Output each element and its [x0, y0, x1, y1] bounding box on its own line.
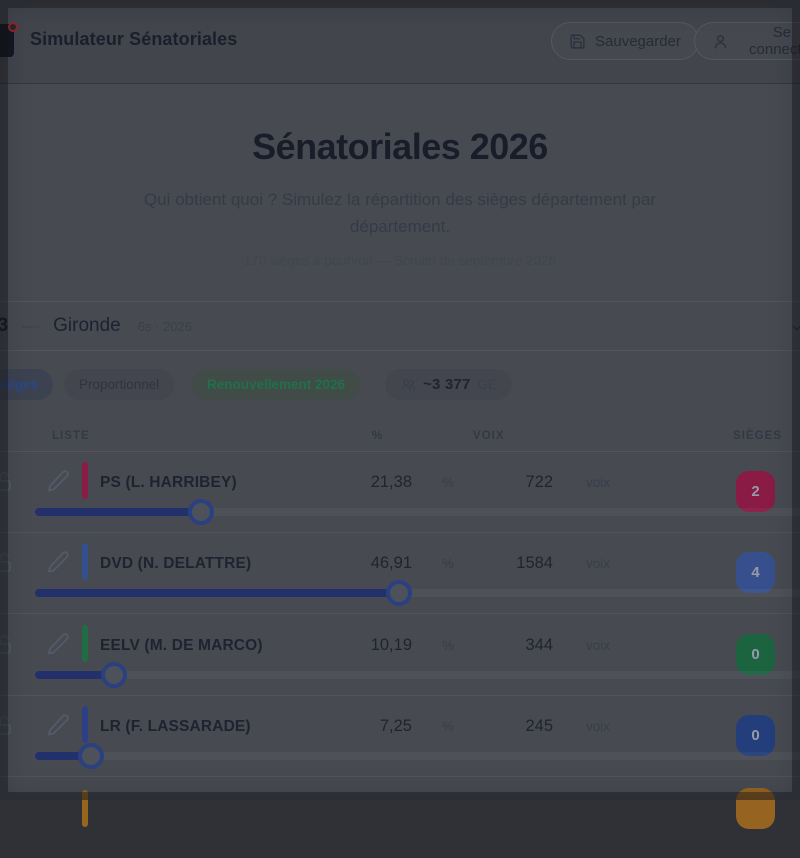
seats-count-badge	[736, 788, 775, 829]
pct-unit: %	[442, 638, 455, 653]
col-liste: LISTE	[52, 430, 90, 442]
table-row: EELV (M. DE MARCO) 10,19 % 344 voix 0	[0, 615, 800, 696]
table-row: PS (L. HARRIBEY) 21,38 % 722 voix 2	[0, 452, 800, 533]
voix-unit: voix	[586, 475, 611, 490]
table-row-partial	[0, 777, 800, 858]
voix-value: 1584	[516, 554, 553, 572]
page-meta: 170 sièges à pourvoir — Scrutin de septe…	[243, 253, 557, 268]
save-button[interactable]: Sauvegarder	[551, 22, 699, 60]
seats-count-badge: 4	[736, 552, 775, 593]
slider-thumb[interactable]	[100, 662, 127, 688]
voix-unit: voix	[586, 556, 611, 571]
table-row: LR (F. LASSARADE) 7,25 % 245 voix 0	[0, 696, 800, 777]
list-color-bar	[82, 462, 88, 499]
floppy-icon	[570, 33, 585, 49]
pct-slider[interactable]	[35, 743, 800, 769]
seats-count-badge: 0	[736, 715, 775, 756]
pct-unit: %	[442, 556, 455, 571]
pct-value: 46,91	[370, 554, 412, 572]
slider-fill	[35, 743, 105, 769]
pct-value: 21,38	[370, 473, 412, 491]
seats-count-badge: 0	[736, 634, 775, 675]
voix-value: 245	[525, 717, 553, 735]
electors-unit: GE	[477, 377, 498, 392]
app-title: Simulateur Sénatoriales	[30, 29, 238, 49]
renewal-badge-label: Renouvellement 2026	[207, 377, 346, 392]
voix-unit: voix	[586, 638, 611, 653]
renewal-badge: Renouvellement 2026	[192, 369, 361, 400]
pencil-icon[interactable]	[46, 550, 70, 574]
list-color-bar	[82, 790, 88, 827]
slider-fill	[35, 662, 127, 688]
voix-unit: voix	[586, 719, 611, 734]
list-color-bar	[82, 625, 88, 662]
pct-slider[interactable]	[35, 499, 800, 525]
chevron-down-icon[interactable]	[790, 321, 800, 335]
list-name: PS (L. HARRIBEY)	[100, 474, 237, 491]
slider-fill	[35, 499, 214, 525]
pct-slider[interactable]	[35, 662, 800, 688]
save-button-label: Sauvegarder	[595, 32, 681, 50]
table-row: DVD (N. DELATTRE) 46,91 % 1584 voix 4	[0, 533, 800, 614]
electors-value: ~3 377	[423, 376, 471, 393]
page-title: Sénatoriales 2026	[252, 126, 548, 167]
people-icon	[401, 378, 415, 391]
list-name: EELV (M. DE MARCO)	[100, 637, 263, 654]
voix-value: 344	[525, 636, 553, 654]
lock-open-icon[interactable]	[0, 633, 16, 657]
pct-value: 7,25	[379, 717, 412, 735]
list-name: LR (F. LASSARADE)	[100, 718, 251, 735]
app-logo-icon	[0, 22, 18, 57]
top-bar: Simulateur Sénatoriales Sauvegarder Se c…	[0, 0, 800, 84]
slider-thumb[interactable]	[385, 580, 412, 606]
seats-badge: 6 sièges	[0, 369, 54, 400]
pct-unit: %	[442, 475, 455, 490]
voix-value: 722	[525, 473, 553, 491]
department-heading: 33 — Gironde 6s · 2026	[0, 302, 192, 350]
list-color-bar	[82, 706, 88, 743]
lock-open-icon[interactable]	[0, 551, 16, 575]
department-name: Gironde	[53, 315, 121, 336]
pencil-icon[interactable]	[46, 469, 70, 493]
logo-dot	[8, 22, 18, 32]
pencil-icon[interactable]	[46, 632, 70, 656]
mode-badge: Proportionnel	[64, 369, 175, 400]
col-voix: VOIX	[473, 430, 505, 442]
pct-slider[interactable]	[35, 580, 800, 606]
pct-value: 10,19	[370, 636, 412, 654]
electors-badge: ~3 377 GE	[385, 369, 513, 400]
department-accordion-row[interactable]: 33 — Gironde 6s · 2026	[0, 301, 800, 351]
list-color-bar	[82, 543, 88, 580]
pct-unit: %	[442, 719, 455, 734]
table-header: LISTE % VOIX SIÈGES	[0, 415, 800, 452]
app-window: Simulateur Sénatoriales Sauvegarder Se c…	[0, 0, 800, 829]
login-button[interactable]: Se connecter	[694, 22, 800, 60]
department-info: 6s · 2026	[137, 318, 192, 334]
login-button-label: Se connecter	[749, 24, 800, 58]
seats-badge-label: 6 sièges	[0, 377, 39, 392]
lock-open-icon[interactable]	[0, 714, 16, 738]
seats-count-badge: 2	[736, 471, 775, 512]
list-name: DVD (N. DELATTRE)	[100, 555, 252, 572]
slider-thumb[interactable]	[187, 499, 214, 525]
slider-thumb[interactable]	[78, 743, 105, 769]
person-icon	[714, 34, 727, 49]
col-sieges: SIÈGES	[733, 430, 783, 442]
lock-open-icon[interactable]	[0, 470, 16, 494]
col-pct: %	[372, 430, 384, 442]
department-separator: —	[22, 316, 40, 335]
pencil-icon[interactable]	[46, 713, 70, 737]
slider-fill	[35, 580, 412, 606]
mode-badge-label: Proportionnel	[79, 377, 160, 392]
page-subtitle: Qui obtient quoi ? Simulez la répartitio…	[143, 190, 657, 236]
department-code: 33	[0, 315, 9, 336]
